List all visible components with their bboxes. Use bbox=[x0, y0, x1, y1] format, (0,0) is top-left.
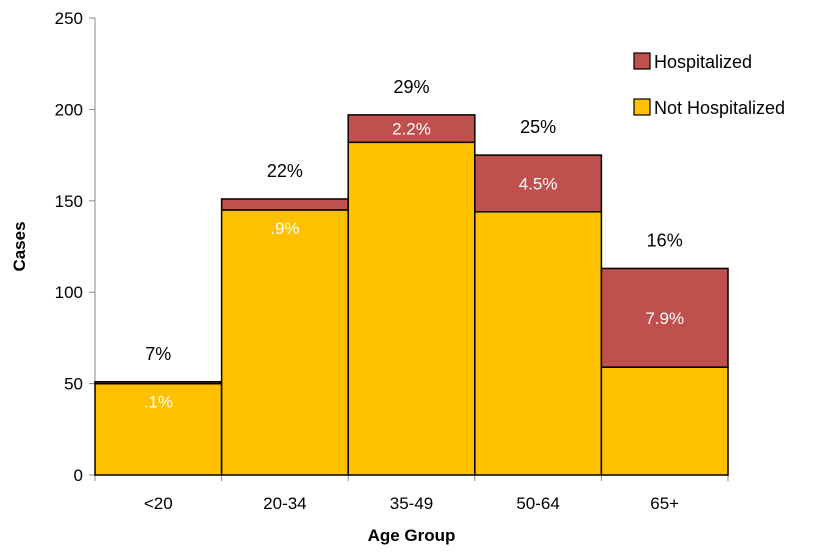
legend-label: Not Hospitalized bbox=[654, 98, 785, 118]
y-tick-label: 250 bbox=[55, 9, 83, 28]
bar-hospitalized-2 bbox=[347, 114, 476, 144]
legend: Hospitalized Not Hospitalized bbox=[633, 52, 785, 118]
total-percent-label: 16% bbox=[647, 230, 683, 250]
bar-hospitalized-1 bbox=[220, 198, 349, 211]
y-tick-label: 200 bbox=[55, 100, 83, 119]
data-labels: 7% .1% 22% .9% 29% 2.2% 25% 4.5% 16% 7.9% bbox=[144, 77, 684, 412]
x-tick-label: 50-64 bbox=[516, 494, 559, 513]
y-tick-label: 0 bbox=[74, 466, 83, 485]
y-tick-label: 100 bbox=[55, 283, 83, 302]
bar-hospitalized-0 bbox=[94, 381, 223, 385]
legend-label: Hospitalized bbox=[654, 52, 752, 72]
bar-not-hospitalized-2 bbox=[347, 141, 476, 476]
bar-not-hospitalized-4 bbox=[600, 366, 729, 476]
x-axis-title: Age Group bbox=[368, 526, 456, 545]
x-axis: <20 20-34 35-49 50-64 65+ bbox=[94, 474, 729, 513]
hospitalized-percent-label: .9% bbox=[270, 219, 299, 238]
hospitalized-percent-label: 7.9% bbox=[645, 309, 684, 328]
total-percent-label: 7% bbox=[145, 344, 171, 364]
hospitalized-percent-label: 4.5% bbox=[519, 174, 558, 193]
hospitalized-percent-label: 2.2% bbox=[392, 120, 431, 139]
bar-hospitalized-3 bbox=[474, 154, 603, 213]
total-percent-label: 29% bbox=[393, 77, 429, 97]
total-percent-label: 22% bbox=[267, 161, 303, 181]
x-tick-label: 65+ bbox=[650, 494, 679, 513]
x-tick-label: 20-34 bbox=[263, 494, 306, 513]
x-tick-label: 35-49 bbox=[390, 494, 433, 513]
y-axis-title: Cases bbox=[10, 221, 29, 271]
legend-swatch bbox=[633, 52, 651, 70]
bars bbox=[94, 114, 729, 476]
legend-swatch bbox=[633, 98, 651, 116]
bar-not-hospitalized-3 bbox=[474, 211, 603, 476]
hospitalized-percent-label: .1% bbox=[144, 393, 173, 412]
total-percent-label: 25% bbox=[520, 117, 556, 137]
y-axis: 0 50 100 150 200 250 bbox=[55, 9, 96, 485]
bar-hospitalized-4 bbox=[600, 267, 729, 368]
y-tick-label: 150 bbox=[55, 192, 83, 211]
y-tick-label: 50 bbox=[64, 375, 83, 394]
x-tick-label: <20 bbox=[144, 494, 173, 513]
bar-not-hospitalized-1 bbox=[220, 209, 349, 476]
